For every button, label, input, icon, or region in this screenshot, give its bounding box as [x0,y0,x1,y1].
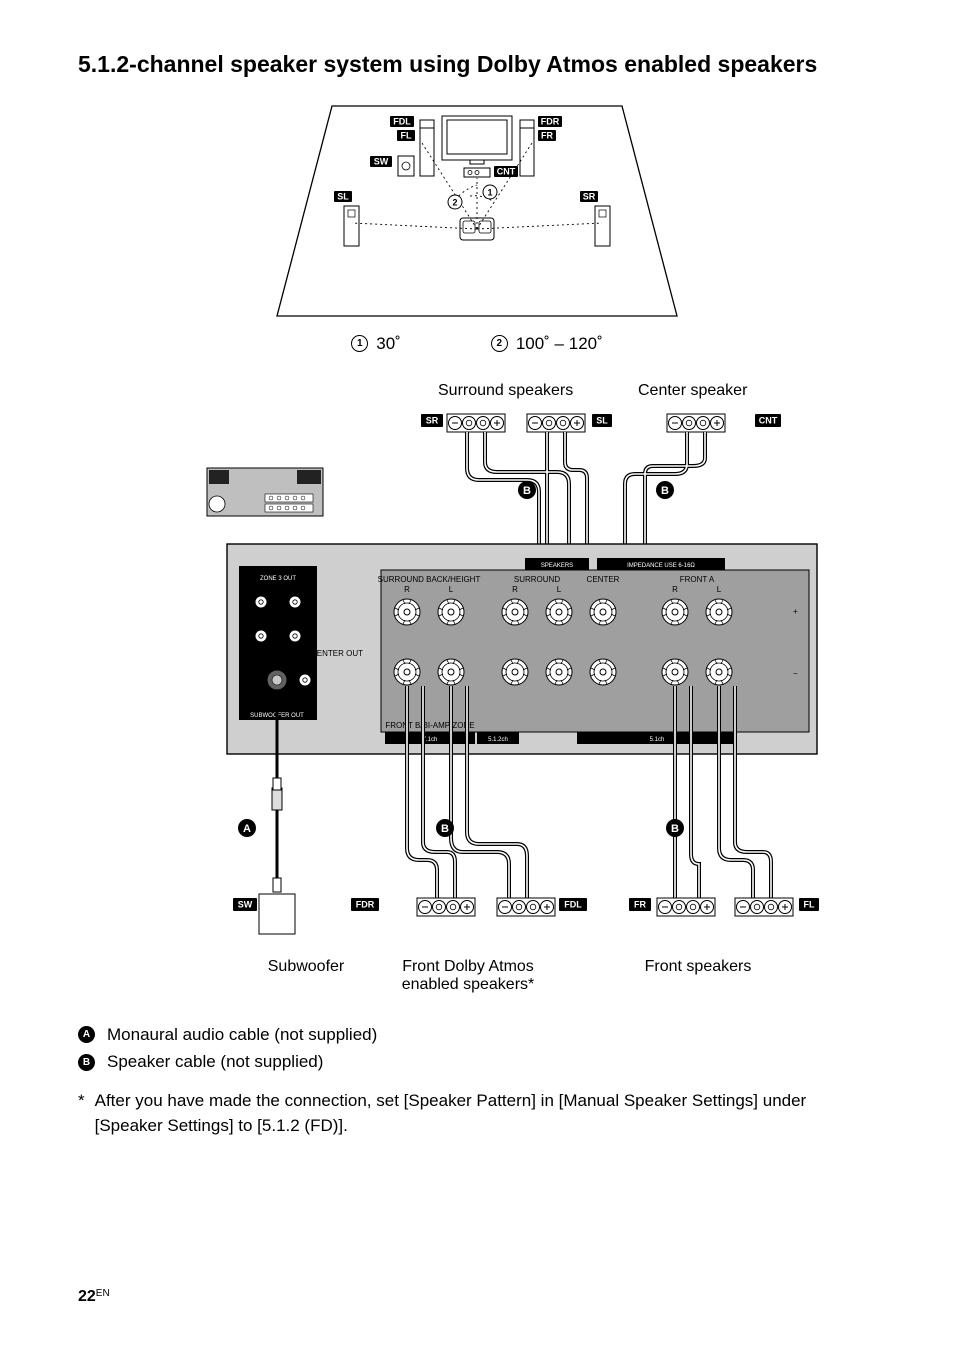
chip-fdl: FDL [390,116,414,127]
svg-text:FRONT A: FRONT A [680,575,715,584]
angle-caption: 1 30˚ 2 100˚ – 120˚ [78,334,876,354]
svg-text:SL: SL [337,191,349,201]
svg-text:R: R [512,585,518,594]
angle-num-2: 2 [491,335,508,352]
legend-a-icon: A [78,1026,95,1043]
svg-text:L: L [717,585,722,594]
svg-text:SURROUND: SURROUND [514,575,560,584]
chip-fdr: FDR [538,116,562,127]
legend-b-text: Speaker cable (not supplied) [107,1049,323,1075]
svg-text:1: 1 [487,187,492,197]
svg-text:B: B [523,485,531,497]
svg-text:SR: SR [583,191,596,201]
svg-text:CNT: CNT [497,166,516,176]
lower-labels: Subwoofer Front Dolby Atmos enabled spea… [78,958,876,1002]
svg-text:SL: SL [596,415,608,425]
svg-text:SURROUND BACK/HEIGHT: SURROUND BACK/HEIGHT [378,575,481,584]
svg-text:B: B [671,823,679,835]
label-front-speakers: Front speakers [618,958,778,976]
wiring-figure: SR SL CNT B B SPEAKERS IMPED [78,408,876,948]
svg-text:SR: SR [426,415,439,425]
label-front-dolby: Front Dolby Atmos enabled speakers* [378,958,558,994]
svg-text:SW: SW [238,899,253,909]
svg-text:R: R [672,585,678,594]
svg-text:FL: FL [804,899,815,909]
svg-text:CNT: CNT [759,415,778,425]
svg-text:SPEAKERS: SPEAKERS [541,563,573,569]
label-surround: Surround speakers [438,382,573,400]
svg-text:CENTER: CENTER [587,575,620,584]
legend-b-icon: B [78,1054,95,1071]
svg-text:FDL: FDL [393,116,411,126]
svg-text:5.1.2ch: 5.1.2ch [488,737,508,743]
cable-legend: A Monaural audio cable (not supplied) B … [78,1022,876,1075]
footnote-text: After you have made the connection, set … [95,1089,876,1138]
chip-fl: FL [397,130,415,141]
svg-text:FR: FR [634,899,646,909]
svg-text:−: − [793,669,798,678]
label-center: Center speaker [638,382,747,400]
room-layout-figure: 1 2 FDL FL FDR FR CNT SW SL SR [78,98,876,328]
svg-text:B: B [661,485,669,497]
chip-sr: SR [580,191,598,202]
page-number: 22EN [78,1288,110,1306]
chip-fr: FR [538,130,556,141]
chip-sl: SL [334,191,352,202]
svg-text:SW: SW [374,156,389,166]
legend-a-text: Monaural audio cable (not supplied) [107,1022,377,1048]
svg-text:FR: FR [541,130,553,140]
chip-cnt: CNT [494,166,518,177]
angle-text-2: 100˚ – 120˚ [516,334,603,354]
page-heading: 5.1.2-channel speaker system using Dolby… [78,50,876,80]
svg-text:L: L [449,585,454,594]
svg-text:FDR: FDR [541,116,560,126]
upper-labels: Surround speakers Center speaker [78,382,876,402]
angle-marker-2: 2 [448,195,462,209]
svg-text:R: R [404,585,410,594]
angle-num-1: 1 [351,335,368,352]
svg-text:FL: FL [401,130,412,140]
footnote-star: * [78,1089,85,1138]
svg-text:2: 2 [452,197,457,207]
svg-text:L: L [557,585,562,594]
svg-text:IMPEDANCE USE 6-16Ω: IMPEDANCE USE 6-16Ω [627,563,695,569]
label-subwoofer: Subwoofer [246,958,366,976]
footnote: * After you have made the connection, se… [78,1089,876,1138]
svg-text:A: A [243,823,251,835]
svg-text:+: + [793,607,798,616]
svg-text:FDR: FDR [356,899,375,909]
svg-text:5.1ch: 5.1ch [650,737,665,743]
angle-marker-1: 1 [483,185,497,199]
svg-text:ZONE 3 OUT: ZONE 3 OUT [260,576,296,582]
angle-text-1: 30˚ [376,334,401,354]
svg-text:B: B [441,823,449,835]
svg-text:FRONT B/BI-AMP/ZONE: FRONT B/BI-AMP/ZONE [385,721,474,730]
svg-text:FDL: FDL [564,899,582,909]
svg-text:S-CENTER OUT: S-CENTER OUT [303,649,363,658]
chip-sw: SW [370,156,392,167]
receiver-icon [207,468,323,516]
